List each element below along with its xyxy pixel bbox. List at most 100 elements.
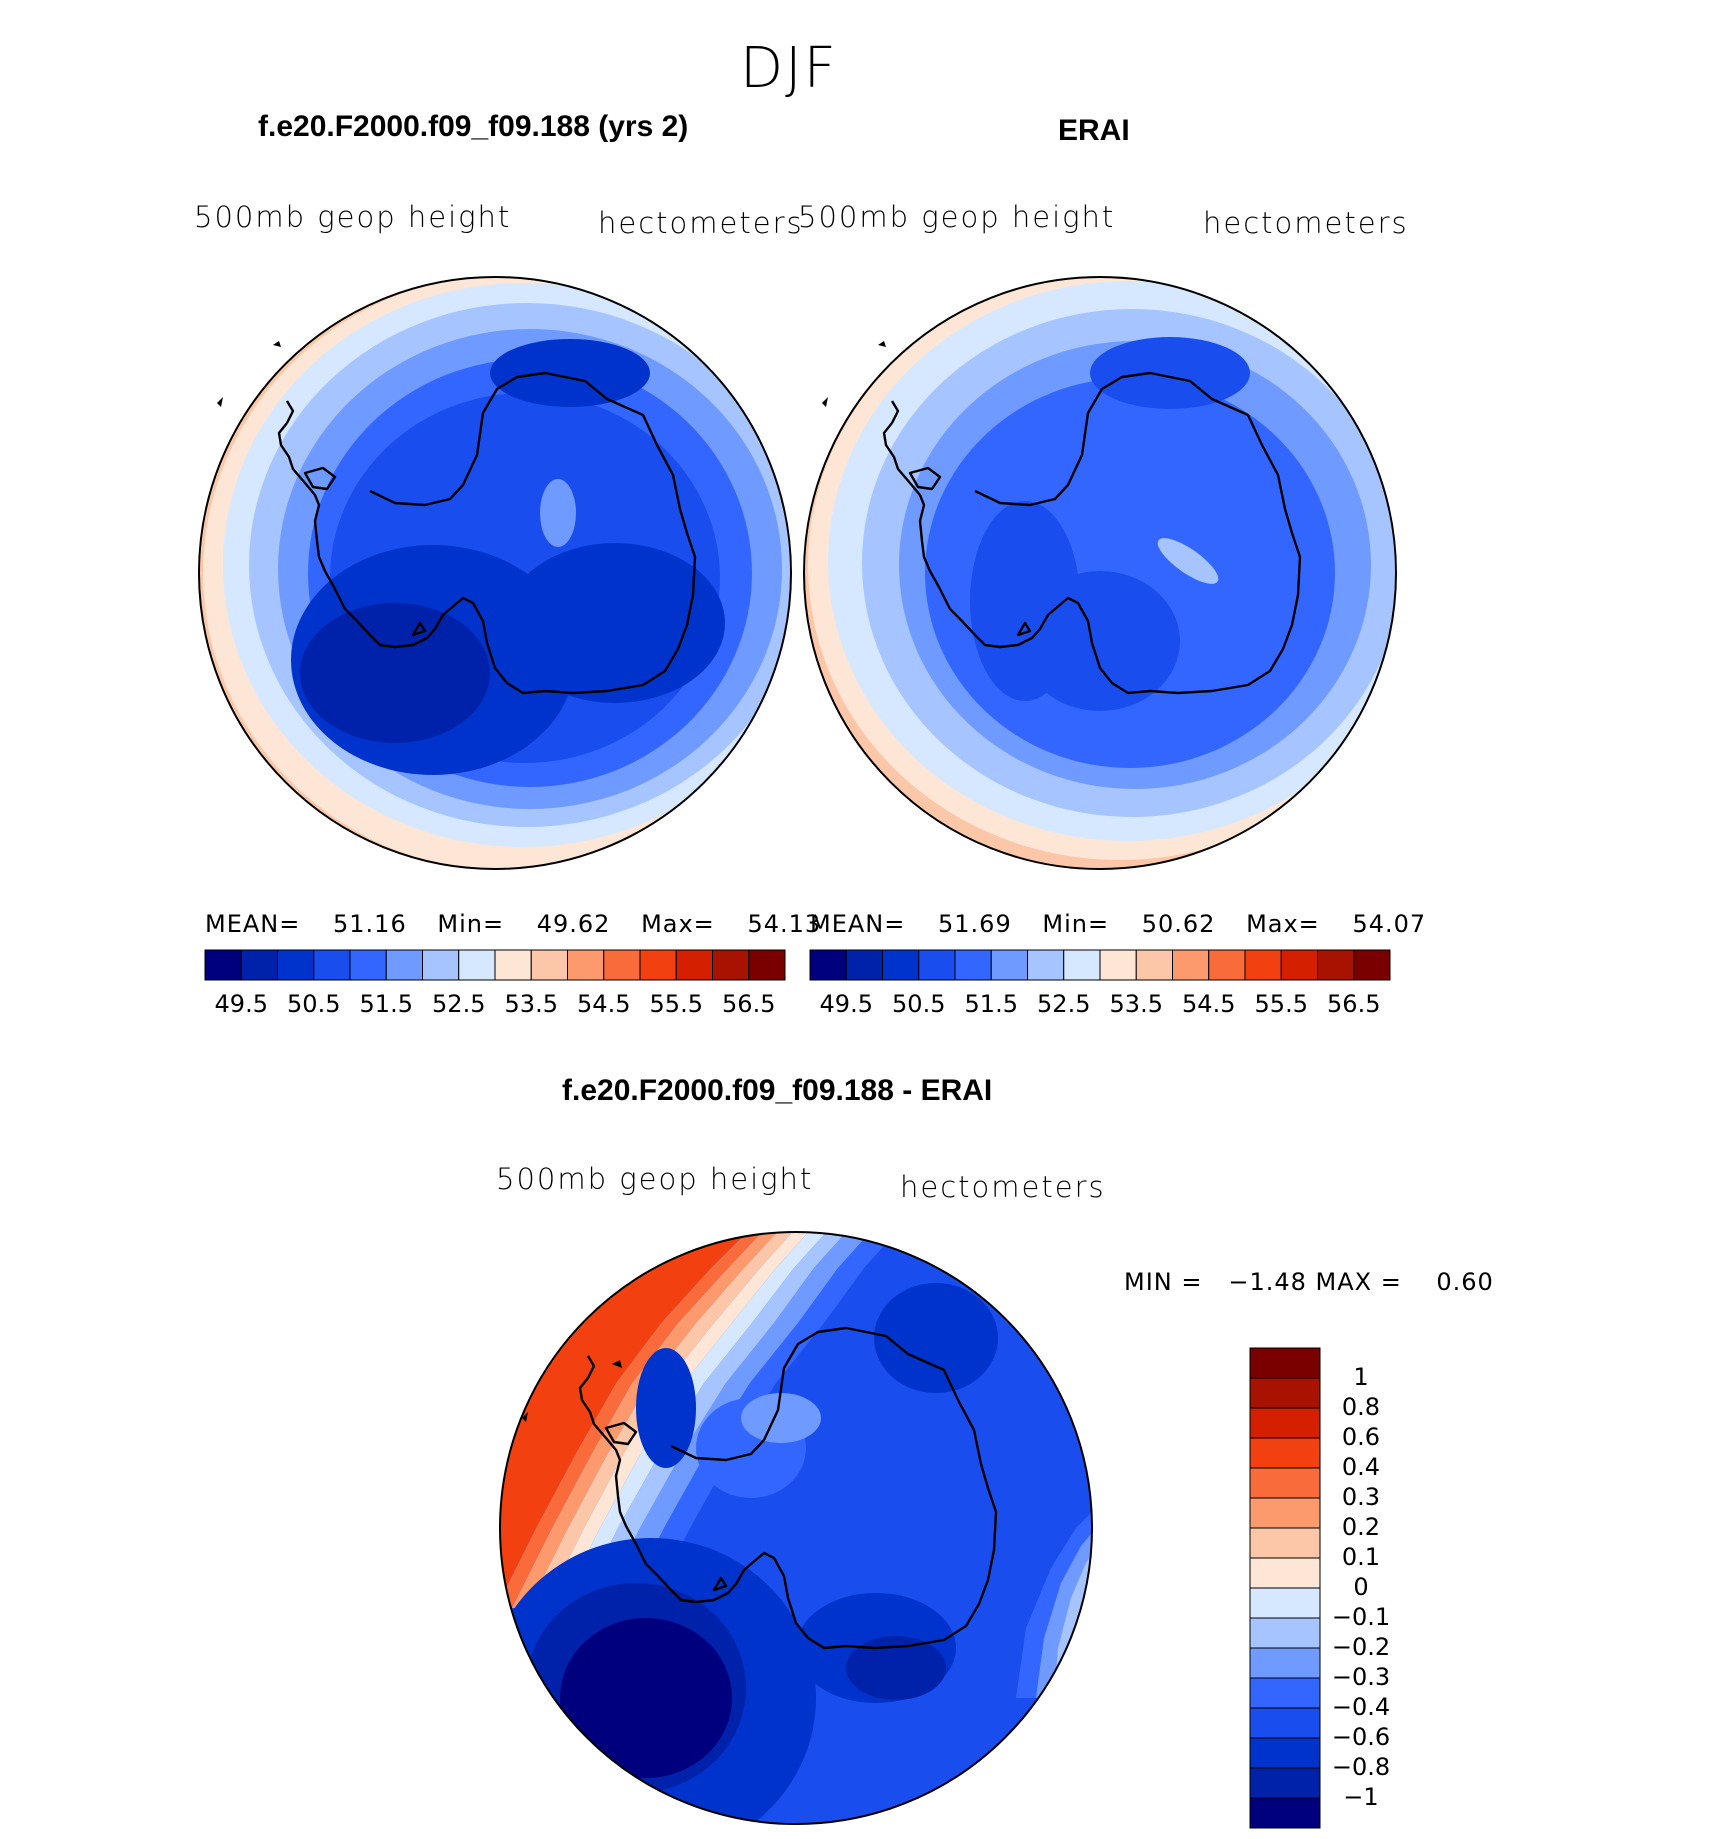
colorbar-swatch <box>204 949 242 981</box>
panel-1-stats: MEAN= 51.16 Min= 49.62 Max= 54.13 <box>205 910 821 938</box>
colorbar-swatch <box>1249 1347 1321 1379</box>
panel-2-variable: 500mb geop height <box>798 200 1116 234</box>
colorbar-swatch <box>1135 949 1173 981</box>
colorbar-swatch <box>882 949 920 981</box>
colorbar-tick-label: 55.5 <box>649 990 703 1018</box>
colorbar-tick-label: −0.8 <box>1331 1753 1391 1781</box>
colorbar-swatch <box>494 949 532 981</box>
colorbar-swatch <box>1249 1647 1321 1679</box>
colorbar-tick-label: 56.5 <box>722 990 776 1018</box>
max-value: 54.07 <box>1352 910 1427 938</box>
colorbar-tick-label: −0.3 <box>1331 1663 1391 1691</box>
colorbar-tick-label: 49.5 <box>214 990 268 1018</box>
colorbar-tick-label: 52.5 <box>1037 990 1091 1018</box>
colorbar-tick-label: −0.4 <box>1331 1693 1391 1721</box>
colorbar-tick-label: 0.8 <box>1341 1393 1381 1421</box>
max-label: Max= <box>1246 910 1320 938</box>
colorbar-swatch <box>1249 1617 1321 1649</box>
season-title: DJF <box>740 36 838 101</box>
colorbar-tick-label: 52.5 <box>432 990 486 1018</box>
colorbar-tick-label: 0.2 <box>1341 1513 1381 1541</box>
colorbar-tick-label: 53.5 <box>1109 990 1163 1018</box>
colorbar-tick-label: −0.1 <box>1331 1603 1391 1631</box>
colorbar-swatch <box>675 949 713 981</box>
colorbar-swatch <box>240 949 278 981</box>
min-value: 49.62 <box>536 910 611 938</box>
colorbar-tick-label: 56.5 <box>1327 990 1381 1018</box>
mean-value: 51.69 <box>938 910 1012 938</box>
diff-title: f.e20.F2000.f09_f09.188 - ERAI <box>562 1074 993 1107</box>
colorbar-swatch <box>385 949 423 981</box>
colorbar-tick-label: 1 <box>1353 1363 1369 1391</box>
colorbar-swatch <box>1317 949 1355 981</box>
colorbar-swatch <box>712 949 750 981</box>
colorbar-tick-label: 0 <box>1353 1573 1369 1601</box>
colorbar-swatch <box>1244 949 1282 981</box>
colorbar-swatch <box>530 949 568 981</box>
panel-1-units: hectometers <box>598 206 804 240</box>
mean-label: MEAN= <box>205 910 301 938</box>
colorbar-swatch <box>1249 1707 1321 1739</box>
colorbar-swatch <box>1249 1767 1321 1799</box>
colorbar-swatch <box>1249 1407 1321 1439</box>
colorbar-swatch <box>313 949 351 981</box>
colorbar-tick-label: −0.6 <box>1331 1723 1391 1751</box>
colorbar-swatch <box>639 949 677 981</box>
min-label: Min= <box>437 910 505 938</box>
max-value: 54.13 <box>747 910 822 938</box>
panel-1-variable: 500mb geop height <box>194 200 512 234</box>
colorbar-swatch <box>422 949 460 981</box>
colorbar-tick-label: 0.6 <box>1341 1423 1381 1451</box>
colorbar-swatch <box>1353 949 1391 981</box>
colorbar-tick-label: 0.1 <box>1341 1543 1381 1571</box>
colorbar-tick-label: 51.5 <box>964 990 1018 1018</box>
colorbar-swatch <box>277 949 315 981</box>
mean-label: MEAN= <box>810 910 906 938</box>
panel-2-stats: MEAN= 51.69 Min= 50.62 Max= 54.07 <box>810 910 1426 938</box>
colorbar-swatch <box>918 949 956 981</box>
colorbar-tick-label: 55.5 <box>1254 990 1308 1018</box>
colorbar-swatch <box>1249 1587 1321 1619</box>
colorbar-tick-label: 49.5 <box>819 990 873 1018</box>
colorbar-swatch <box>990 949 1028 981</box>
diff-variable: 500mb geop height <box>496 1162 814 1196</box>
colorbar-swatch <box>1249 1677 1321 1709</box>
colorbar-tick-label: −0.2 <box>1331 1633 1391 1661</box>
colorbar-swatch <box>1249 1377 1321 1409</box>
model-polar-map <box>198 276 792 870</box>
colorbar-swatch <box>1172 949 1210 981</box>
colorbar-tick-label: 51.5 <box>359 990 413 1018</box>
colorbar-swatch <box>1208 949 1246 981</box>
colorbar-swatch <box>567 949 605 981</box>
erai-polar-map <box>803 276 1397 870</box>
colorbar-swatch <box>1027 949 1065 981</box>
colorbar-swatch <box>809 949 847 981</box>
mean-value: 51.16 <box>333 910 407 938</box>
colorbar-swatch <box>1249 1557 1321 1589</box>
colorbar-tick-label: 0.3 <box>1341 1483 1381 1511</box>
colorbar-swatch <box>1249 1497 1321 1529</box>
colorbar-swatch <box>603 949 641 981</box>
panel-2-units: hectometers <box>1203 206 1409 240</box>
colorbar-swatch <box>1249 1437 1321 1469</box>
colorbar-swatch <box>1099 949 1137 981</box>
diff-minmax: MIN = −1.48 MAX = 0.60 <box>1124 1268 1494 1296</box>
colorbar-tick-label: 54.5 <box>577 990 631 1018</box>
max-label: Max= <box>641 910 715 938</box>
colorbar-tick-label: 50.5 <box>892 990 946 1018</box>
panel-2-title: ERAI <box>1058 114 1130 147</box>
difference-polar-map <box>499 1231 1093 1825</box>
min-value: 50.62 <box>1141 910 1216 938</box>
colorbar-swatch <box>1249 1527 1321 1559</box>
colorbar-swatch <box>1249 1797 1321 1829</box>
colorbar-swatch <box>1249 1467 1321 1499</box>
colorbar-swatch <box>1280 949 1318 981</box>
colorbar-swatch <box>845 949 883 981</box>
diff-units: hectometers <box>900 1170 1106 1204</box>
colorbar-swatch <box>1249 1737 1321 1769</box>
colorbar-tick-label: 0.4 <box>1341 1453 1381 1481</box>
colorbar-tick-label: −1 <box>1343 1783 1379 1811</box>
min-label: Min= <box>1042 910 1110 938</box>
colorbar-swatch <box>748 949 786 981</box>
colorbar-tick-label: 50.5 <box>287 990 341 1018</box>
